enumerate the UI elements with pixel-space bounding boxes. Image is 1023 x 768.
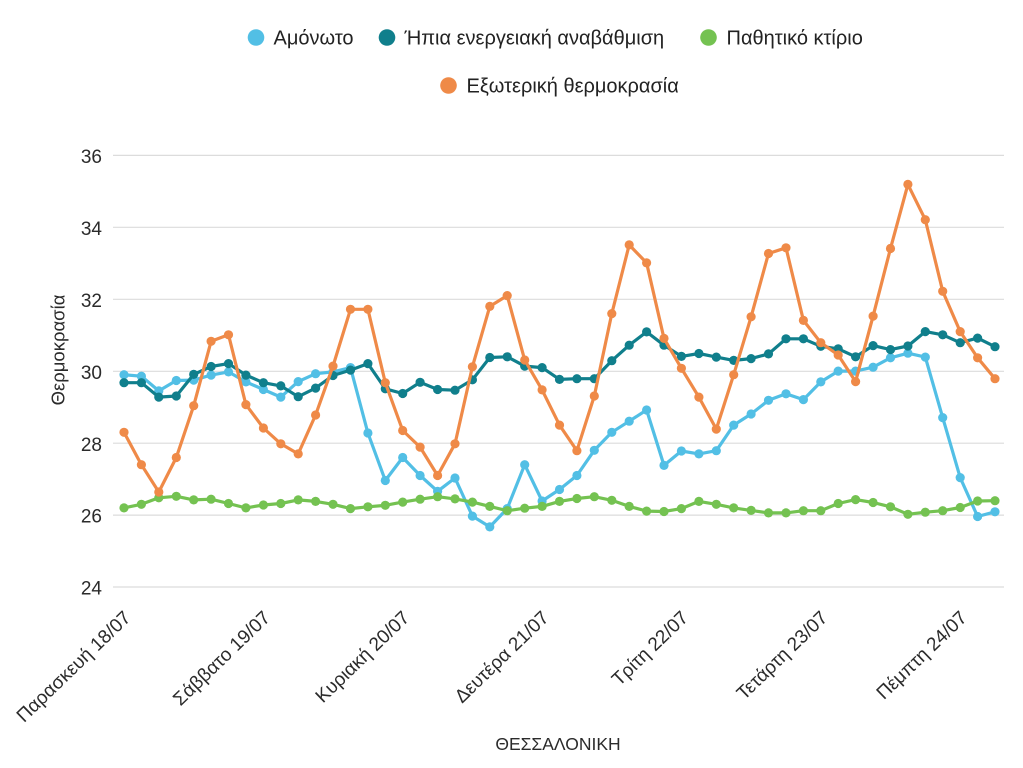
- svg-text:Εξωτερική θερμοκρασία: Εξωτερική θερμοκρασία: [467, 76, 679, 98]
- svg-text:ΘΕΣΣΑΛΟΝΙΚΗ: ΘΕΣΣΑΛΟΝΙΚΗ: [495, 734, 620, 754]
- svg-text:34: 34: [81, 219, 103, 240]
- svg-text:26: 26: [81, 507, 102, 528]
- svg-text:Ήπια ενεργειακή αναβάθμιση: Ήπια ενεργειακή αναβάθμιση: [404, 28, 665, 50]
- svg-text:Θερμοκρασία: Θερμοκρασία: [48, 294, 69, 405]
- svg-text:32: 32: [81, 291, 102, 312]
- svg-text:Αμόνωτο: Αμόνωτο: [274, 28, 354, 50]
- svg-text:30: 30: [81, 363, 102, 384]
- svg-text:28: 28: [81, 435, 102, 456]
- svg-text:Παθητικό κτίριο: Παθητικό κτίριο: [727, 28, 863, 50]
- svg-text:36: 36: [81, 147, 102, 168]
- svg-text:24: 24: [81, 579, 103, 600]
